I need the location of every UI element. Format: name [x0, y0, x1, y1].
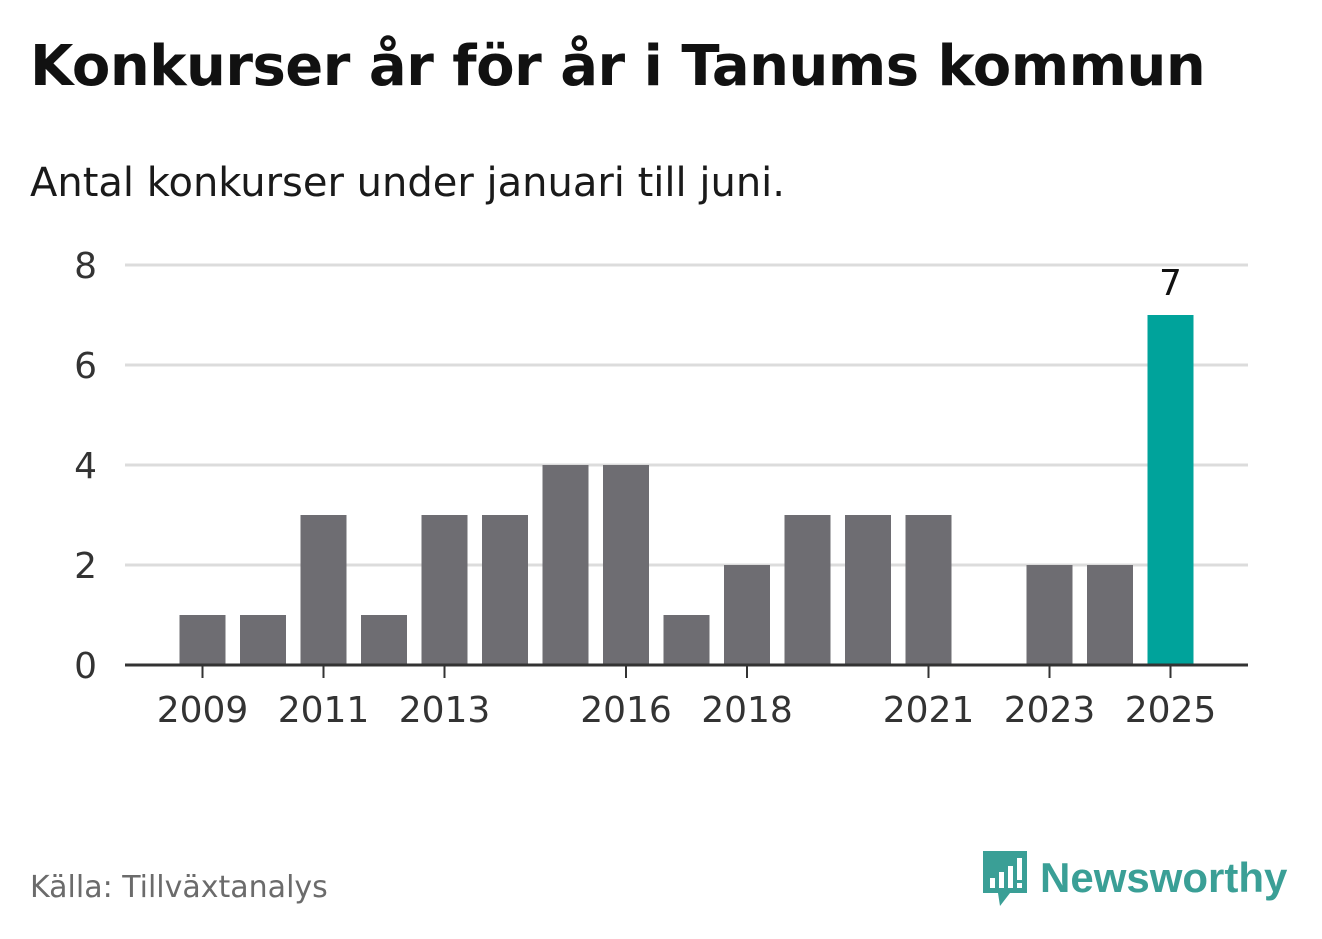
bar [603, 465, 649, 665]
y-tick-label: 4 [74, 446, 97, 487]
bar [1147, 315, 1194, 665]
brand-logo: Newsworthy [980, 848, 1287, 908]
bar [361, 615, 407, 665]
y-tick-label: 6 [74, 346, 97, 387]
chart-title: Konkurser år för år i Tanums kommun [30, 34, 1206, 99]
bar [300, 515, 347, 665]
y-tick-label: 2 [74, 546, 97, 587]
bar [542, 465, 589, 665]
bar [724, 565, 770, 665]
y-tick-label: 0 [74, 646, 97, 687]
x-tick-label: 2016 [580, 690, 672, 731]
bar [784, 515, 831, 665]
x-tick-label: 2011 [278, 690, 370, 731]
bar [421, 515, 468, 665]
x-tick-label: 2013 [399, 690, 491, 731]
chart-subtitle: Antal konkurser under januari till juni. [30, 160, 785, 206]
bar [1026, 565, 1073, 665]
bar [240, 615, 286, 665]
x-tick-label: 2021 [883, 690, 975, 731]
x-tick-label: 2023 [1004, 690, 1096, 731]
bar [482, 515, 528, 665]
x-tick-label: 2009 [157, 690, 249, 731]
source-note: Källa: Tillväxtanalys [30, 870, 328, 905]
bar-chart: 0 2 4 6 8 7 2009 2011 2013 2016 2018 2021 2023 2025 [74, 246, 1248, 731]
newsworthy-logo-icon [983, 851, 1027, 906]
x-tick-label: 2018 [701, 690, 793, 731]
brand-name: Newsworthy [1040, 854, 1288, 901]
bar [845, 515, 891, 665]
bar [663, 615, 710, 665]
bar [905, 515, 952, 665]
bar [1087, 565, 1133, 665]
bar [179, 615, 226, 665]
y-tick-label: 8 [74, 246, 97, 287]
x-tick-label: 2025 [1125, 690, 1217, 731]
data-label: 7 [1159, 263, 1182, 304]
